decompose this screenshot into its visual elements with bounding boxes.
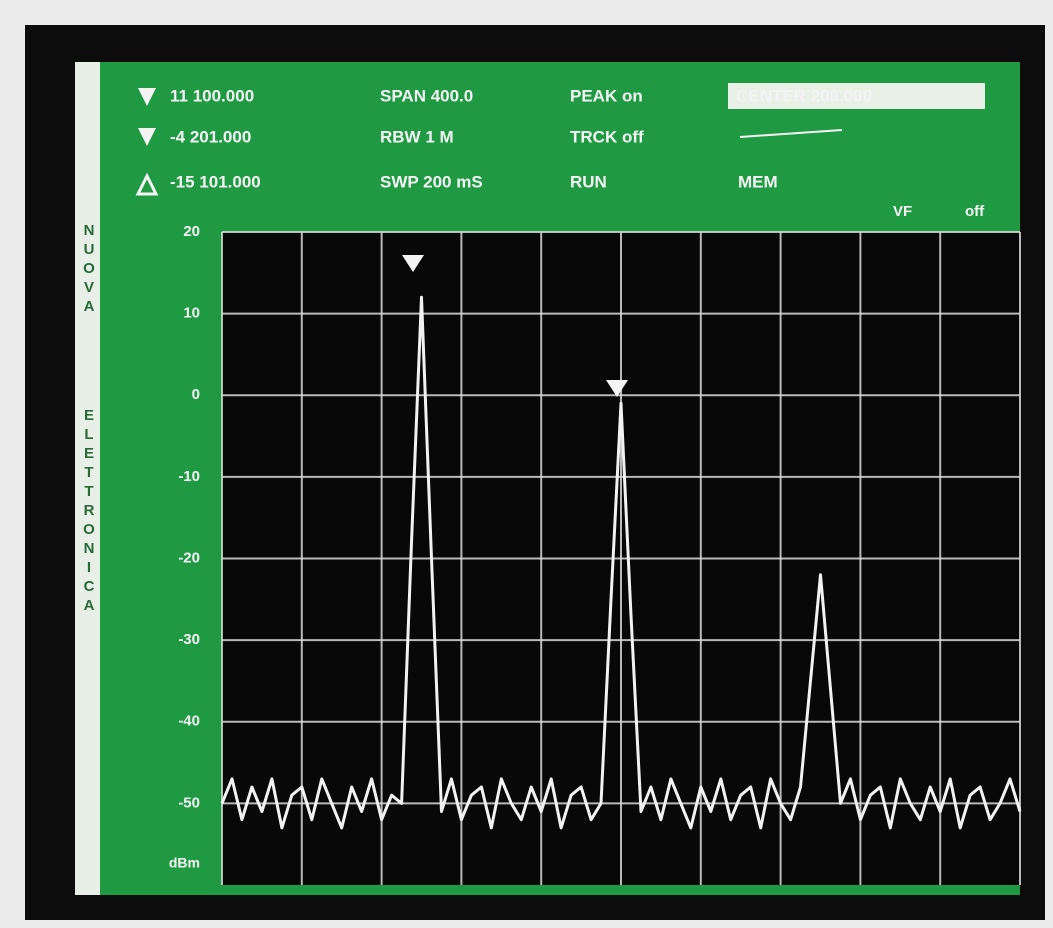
y-tick-label: -30 bbox=[178, 631, 200, 648]
page: {"side_text": ["NUOVA", "ELETTRONICA"], … bbox=[0, 0, 1053, 928]
header-text: CENTER 200.000 bbox=[736, 86, 872, 105]
header-text: RBW 1 M bbox=[380, 127, 454, 146]
y-tick-label: 10 bbox=[183, 305, 200, 322]
header-text: RUN bbox=[570, 172, 607, 191]
header-text: SWP 200 mS bbox=[380, 172, 483, 191]
y-tick-label: -10 bbox=[178, 468, 200, 485]
status-text: off bbox=[965, 203, 985, 220]
side-word: NUOVA bbox=[81, 222, 98, 317]
header-text: -15 101.000 bbox=[170, 172, 261, 191]
y-tick-label: 0 bbox=[192, 386, 200, 403]
side-word: ELETTRONICA bbox=[81, 407, 98, 616]
y-tick-label: 20 bbox=[183, 223, 200, 240]
header-text: PEAK on bbox=[570, 86, 643, 105]
header-text: MEM bbox=[738, 172, 778, 191]
header-text: -4 201.000 bbox=[170, 127, 251, 146]
y-unit: dBm bbox=[169, 855, 200, 871]
y-tick-label: -40 bbox=[178, 713, 200, 730]
header-text: 11 100.000 bbox=[170, 86, 254, 105]
status-text: VF bbox=[893, 203, 912, 220]
screen: 11 100.000 SPAN 400.0 PEAK on CENTER 200.00… bbox=[0, 0, 1053, 928]
header-text: TRCK off bbox=[570, 127, 644, 146]
side-label: NUOVA ELETTRONICA bbox=[78, 222, 100, 872]
header-text: SPAN 400.0 bbox=[380, 86, 473, 105]
y-tick-label: -50 bbox=[178, 794, 200, 811]
y-tick-label: -20 bbox=[178, 549, 200, 566]
